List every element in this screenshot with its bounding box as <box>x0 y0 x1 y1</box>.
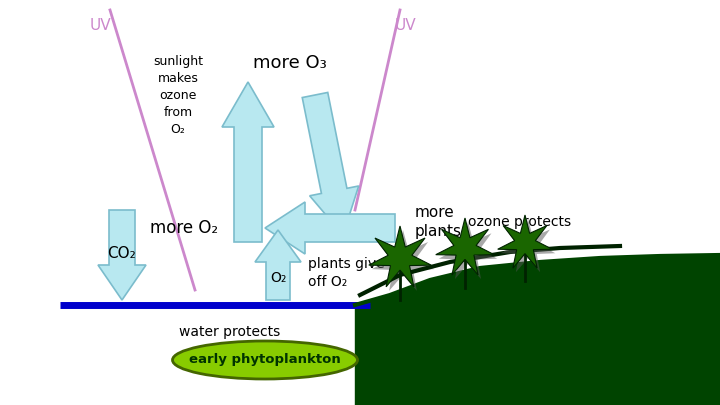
Text: ozone protects: ozone protects <box>468 215 571 229</box>
Text: UV: UV <box>394 18 416 33</box>
Text: plants give
off O₂: plants give off O₂ <box>308 257 384 289</box>
Polygon shape <box>498 215 552 268</box>
Text: UV: UV <box>89 18 111 33</box>
FancyArrow shape <box>222 82 274 242</box>
Text: more
plants: more plants <box>415 205 462 239</box>
Ellipse shape <box>173 341 358 379</box>
Text: early phytoplankton: early phytoplankton <box>189 354 341 367</box>
Text: CO₂: CO₂ <box>107 245 136 260</box>
Text: sunlight
makes
ozone
from
O₂: sunlight makes ozone from O₂ <box>153 55 203 136</box>
Text: water protects: water protects <box>179 325 281 339</box>
Polygon shape <box>372 230 434 291</box>
Polygon shape <box>369 226 431 287</box>
Text: more O₂: more O₂ <box>150 219 218 237</box>
Polygon shape <box>500 219 555 272</box>
FancyArrow shape <box>265 202 395 254</box>
FancyArrow shape <box>255 230 301 300</box>
Polygon shape <box>438 222 498 279</box>
FancyArrow shape <box>98 210 146 300</box>
FancyArrow shape <box>302 92 359 235</box>
Text: more O₃: more O₃ <box>253 54 327 72</box>
Text: O₂: O₂ <box>270 271 286 285</box>
Polygon shape <box>436 218 494 275</box>
